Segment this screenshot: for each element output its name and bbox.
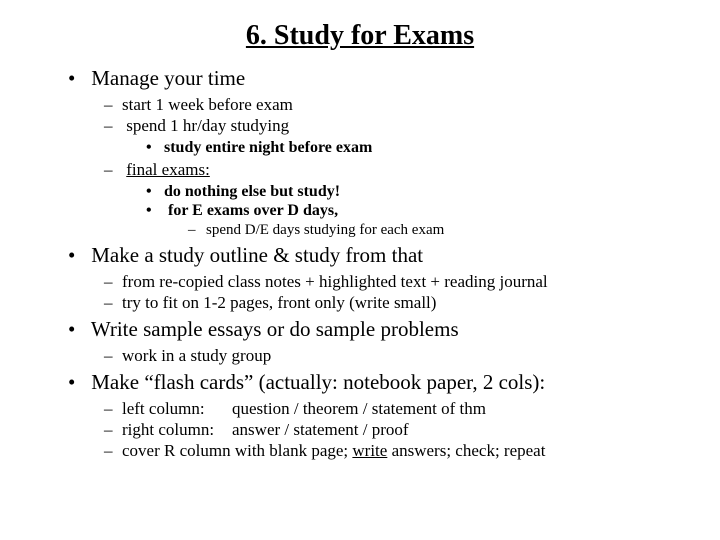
bullet-study-outline: Make a study outline & study from that f… <box>68 243 670 313</box>
text: try to fit on 1-2 pages, front only (wri… <box>122 293 436 312</box>
sub-item: cover R column with blank page; write an… <box>104 441 670 461</box>
sub-item: spend D/E days studying for each exam <box>188 222 670 239</box>
sublist: study entire night before exam <box>146 139 670 157</box>
text: question / theorem / statement of thm <box>232 399 486 418</box>
sub-item: work in a study group <box>104 346 670 366</box>
bullet-sample-essays: Write sample essays or do sample problem… <box>68 317 670 366</box>
sub-item: from re-copied class notes + highlighted… <box>104 272 670 292</box>
text: answer / statement / proof <box>232 420 409 439</box>
text: start 1 week before exam <box>122 95 293 114</box>
sub-item: final exams: do nothing else but study! … <box>104 160 670 239</box>
sublist: start 1 week before exam spend 1 hr/day … <box>104 95 670 239</box>
slide: 6. Study for Exams Manage your time star… <box>0 0 720 485</box>
text-final-exams: final exams: <box>126 160 210 179</box>
text: do nothing else but study! <box>164 183 340 200</box>
text: Make “flash cards” (actually: notebook p… <box>91 370 545 394</box>
text: for E exams over D days, <box>168 202 338 219</box>
text: Manage your time <box>91 66 245 90</box>
label-right-column: right column: <box>122 420 232 440</box>
bullet-flash-cards: Make “flash cards” (actually: notebook p… <box>68 370 670 461</box>
text: Write sample essays or do sample problem… <box>91 317 459 341</box>
text: work in a study group <box>122 346 271 365</box>
text: spend D/E days studying for each exam <box>206 222 444 238</box>
bullet-manage-time: Manage your time start 1 week before exa… <box>68 66 670 239</box>
text: Make a study outline & study from that <box>91 243 423 267</box>
text: study entire night before exam <box>164 139 372 156</box>
label-left-column: left column: <box>122 399 232 419</box>
text: from re-copied class notes + highlighted… <box>122 272 548 291</box>
text: cover R column with blank page; <box>122 441 352 460</box>
text: answers; check; repeat <box>387 441 545 460</box>
slide-title: 6. Study for Exams <box>50 20 670 52</box>
sub-item: for E exams over D days, spend D/E days … <box>146 202 670 239</box>
sublist: do nothing else but study! for E exams o… <box>146 183 670 239</box>
sublist: from re-copied class notes + highlighted… <box>104 272 670 313</box>
sub-item: do nothing else but study! <box>146 183 670 201</box>
sublist: spend D/E days studying for each exam <box>188 222 670 239</box>
sub-item: right column:answer / statement / proof <box>104 420 670 440</box>
sub-item: try to fit on 1-2 pages, front only (wri… <box>104 293 670 313</box>
sub-item: start 1 week before exam <box>104 95 670 115</box>
sub-item: spend 1 hr/day studying study entire nig… <box>104 116 670 157</box>
bullet-list: Manage your time start 1 week before exa… <box>68 66 670 461</box>
sub-item: study entire night before exam <box>146 139 670 157</box>
sublist: work in a study group <box>104 346 670 366</box>
sub-item: left column:question / theorem / stateme… <box>104 399 670 419</box>
sublist: left column:question / theorem / stateme… <box>104 399 670 461</box>
text: spend 1 hr/day studying <box>126 116 289 135</box>
text-write: write <box>352 441 387 460</box>
